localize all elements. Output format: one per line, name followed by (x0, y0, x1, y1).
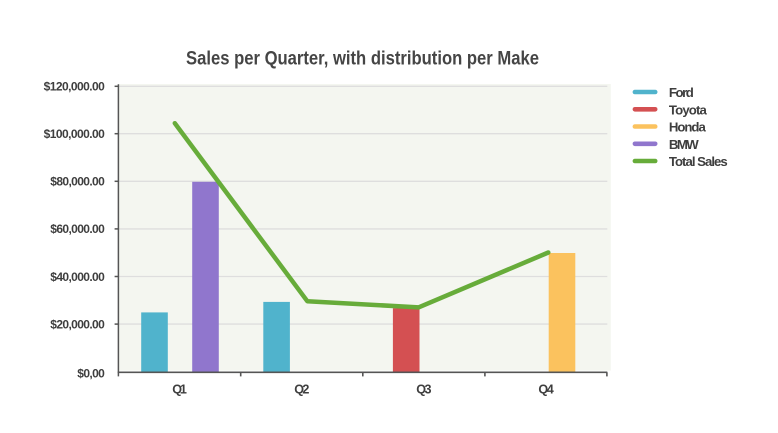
svg-text:Honda: Honda (669, 120, 707, 135)
svg-text:$0,00: $0,00 (77, 366, 105, 380)
svg-text:Q3: Q3 (416, 382, 431, 396)
svg-text:$80,000.00: $80,000.00 (50, 175, 105, 189)
svg-text:Q2: Q2 (294, 382, 309, 396)
svg-text:$120,000.00: $120,000.00 (44, 80, 106, 94)
svg-text:Sales per Quarter, with distri: Sales per Quarter, with distribution per… (186, 48, 539, 70)
svg-text:Q4: Q4 (538, 382, 553, 396)
svg-text:$100,000.00: $100,000.00 (44, 127, 106, 141)
svg-text:$20,000.00: $20,000.00 (50, 317, 105, 331)
svg-text:Q1: Q1 (172, 382, 187, 396)
svg-text:Total Sales: Total Sales (669, 154, 728, 169)
svg-text:Ford: Ford (669, 85, 694, 100)
svg-text:$40,000.00: $40,000.00 (50, 270, 105, 284)
svg-text:BMW: BMW (669, 137, 699, 152)
svg-text:Toyota: Toyota (669, 102, 708, 117)
svg-text:$60,000.00: $60,000.00 (50, 222, 105, 236)
